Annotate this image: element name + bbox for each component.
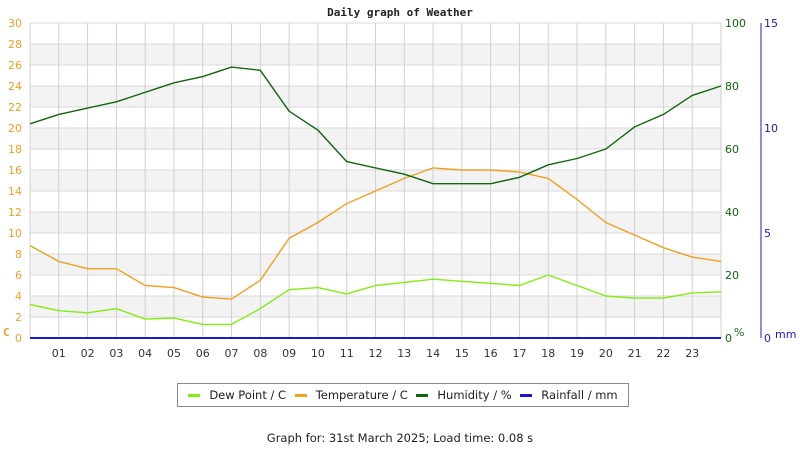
svg-text:2: 2 <box>15 311 22 324</box>
svg-text:0: 0 <box>15 332 22 345</box>
svg-text:20: 20 <box>8 122 22 135</box>
svg-text:16: 16 <box>8 164 22 177</box>
svg-text:14: 14 <box>426 347 440 360</box>
svg-text:20: 20 <box>725 269 739 282</box>
svg-text:13: 13 <box>397 347 411 360</box>
dew-point-swatch-icon <box>188 393 201 397</box>
legend-label: Temperature / C <box>315 388 408 402</box>
svg-text:12: 12 <box>8 206 22 219</box>
chart-title: Daily graph of Weather <box>327 6 473 19</box>
svg-text:14: 14 <box>8 185 22 198</box>
svg-text:40: 40 <box>725 206 739 219</box>
y-axis-rainfall: 0 5 10 15 mm <box>760 17 796 345</box>
svg-text:22: 22 <box>656 347 670 360</box>
svg-text:100: 100 <box>725 17 746 30</box>
svg-text:18: 18 <box>541 347 555 360</box>
svg-text:26: 26 <box>8 59 22 72</box>
legend-label: Rainfall / mm <box>541 388 618 402</box>
svg-text:22: 22 <box>8 101 22 114</box>
chart-legend: Dew Point / C Temperature / C Humidity /… <box>177 383 629 407</box>
legend-dew-point: Dew Point / C <box>188 388 286 402</box>
svg-text:10: 10 <box>764 122 778 135</box>
legend-label: Humidity / % <box>437 388 512 402</box>
svg-text:01: 01 <box>52 347 66 360</box>
legend-temperature: Temperature / C <box>294 388 408 402</box>
svg-text:10: 10 <box>8 227 22 240</box>
svg-text:12: 12 <box>369 347 383 360</box>
humidity-swatch-icon <box>416 393 429 397</box>
svg-text:60: 60 <box>725 143 739 156</box>
svg-text:30: 30 <box>8 17 22 30</box>
svg-text:03: 03 <box>109 347 123 360</box>
svg-text:23: 23 <box>685 347 699 360</box>
svg-text:05: 05 <box>167 347 181 360</box>
svg-text:06: 06 <box>196 347 210 360</box>
svg-text:6: 6 <box>15 269 22 282</box>
svg-text:02: 02 <box>81 347 95 360</box>
footer-status: Graph for: 31st March 2025; Load time: 0… <box>266 431 534 445</box>
svg-text:18: 18 <box>8 143 22 156</box>
svg-text:11: 11 <box>340 347 354 360</box>
svg-text:07: 07 <box>225 347 239 360</box>
data-series <box>29 66 722 339</box>
y-axis-humidity: 0 20 40 60 80 100% <box>725 17 746 345</box>
svg-text:0: 0 <box>725 332 732 345</box>
svg-text:15: 15 <box>455 347 469 360</box>
svg-text:21: 21 <box>628 347 642 360</box>
svg-text:16: 16 <box>484 347 498 360</box>
svg-text:15: 15 <box>764 17 778 30</box>
svg-text:09: 09 <box>282 347 296 360</box>
svg-text:5: 5 <box>764 227 771 240</box>
svg-text:C: C <box>3 326 10 339</box>
svg-text:0: 0 <box>764 332 771 345</box>
legend-humidity: Humidity / % <box>416 388 512 402</box>
svg-text:80: 80 <box>725 80 739 93</box>
svg-text:10: 10 <box>311 347 325 360</box>
svg-text:%: % <box>734 326 744 339</box>
svg-text:4: 4 <box>15 290 22 303</box>
svg-text:19: 19 <box>570 347 584 360</box>
weather-chart: Daily graph of Weather 02468101214161820… <box>3 6 796 360</box>
svg-text:mm: mm <box>775 328 796 341</box>
svg-text:17: 17 <box>512 347 526 360</box>
svg-text:8: 8 <box>15 248 22 261</box>
x-axis-hours: 01 02 03 04 05 06 07 08 09 10 11 12 13 14 15 16 17 18 19 20… <box>52 347 699 360</box>
svg-text:04: 04 <box>138 347 152 360</box>
svg-text:08: 08 <box>253 347 267 360</box>
legend-rainfall: Rainfall / mm <box>520 388 618 402</box>
temperature-swatch-icon <box>294 393 307 397</box>
svg-text:24: 24 <box>8 80 22 93</box>
legend-label: Dew Point / C <box>209 388 287 402</box>
svg-text:28: 28 <box>8 38 22 51</box>
svg-text:20: 20 <box>599 347 613 360</box>
rainfall-swatch-icon <box>520 393 533 397</box>
